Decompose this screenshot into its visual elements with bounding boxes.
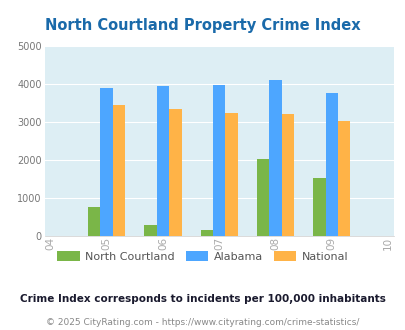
Bar	[100, 88, 113, 236]
Legend: North Courtland, Alabama, National: North Courtland, Alabama, National	[53, 247, 352, 267]
Bar	[156, 86, 169, 236]
Bar	[256, 159, 269, 236]
Text: North Courtland Property Crime Index: North Courtland Property Crime Index	[45, 18, 360, 33]
Text: Crime Index corresponds to incidents per 100,000 inhabitants: Crime Index corresponds to incidents per…	[20, 294, 385, 304]
Bar	[269, 81, 281, 236]
Bar	[144, 224, 156, 236]
Bar	[281, 114, 293, 236]
Bar	[325, 93, 337, 236]
Bar	[88, 208, 100, 236]
Bar	[313, 178, 325, 236]
Bar	[337, 120, 350, 236]
Bar	[200, 230, 213, 236]
Text: © 2025 CityRating.com - https://www.cityrating.com/crime-statistics/: © 2025 CityRating.com - https://www.city…	[46, 318, 359, 327]
Bar	[169, 109, 181, 236]
Bar	[213, 85, 225, 236]
Bar	[113, 105, 125, 236]
Bar	[225, 113, 237, 236]
